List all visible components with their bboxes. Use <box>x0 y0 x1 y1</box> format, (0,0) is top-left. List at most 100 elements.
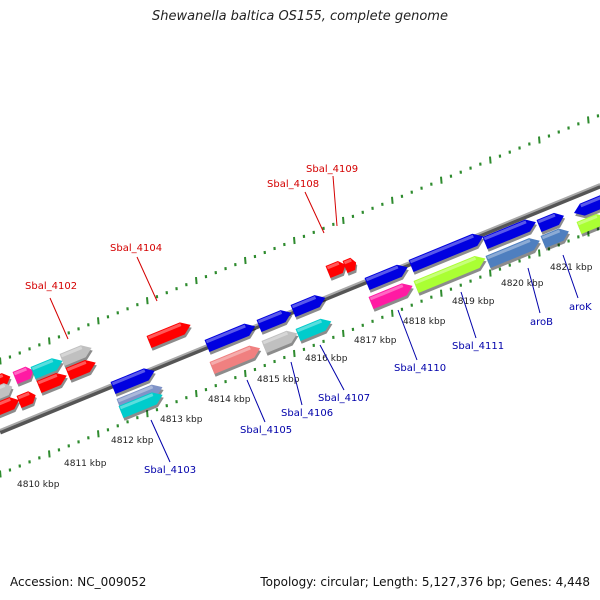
upper-tick <box>48 337 51 345</box>
gene-feature <box>540 228 571 251</box>
gene-label-sbal-4107: Sbal_4107 <box>318 393 370 404</box>
gene-feature <box>574 191 600 219</box>
leader-sbal-4106 <box>290 361 303 406</box>
gene-feature <box>0 383 14 404</box>
upper-tick <box>146 297 149 305</box>
upper-tick <box>0 357 2 365</box>
gene-feature <box>65 360 97 383</box>
gene-feature <box>118 392 164 421</box>
lower-tick <box>440 289 443 297</box>
upper-gene-labels: Sbal_4102 Sbal_4104 Sbal_4108 Sbal_4109 <box>25 164 358 292</box>
gene-features <box>0 191 600 421</box>
gene-label-arob: aroB <box>530 317 553 328</box>
lower-tick <box>195 390 198 398</box>
upper-tick <box>97 317 100 325</box>
gene-feature <box>290 295 327 320</box>
gene-feature <box>368 283 414 312</box>
upper-tick <box>293 236 296 245</box>
gene-label-sbal-4106: Sbal_4106 <box>281 408 333 419</box>
gene-feature <box>408 233 485 275</box>
kbp-label-4811: 4811 kbp <box>64 459 107 469</box>
gene-feature <box>0 397 21 419</box>
gene-feature <box>576 214 600 237</box>
lower-tick <box>489 269 492 277</box>
gene-feature <box>204 323 257 355</box>
gene-label-sbal-4105: Sbal_4105 <box>240 425 292 436</box>
lower-tick <box>244 369 247 378</box>
lower-gene-labels: Sbal_4103 Sbal_4105 Sbal_4106 Sbal_4107 … <box>144 302 592 476</box>
leader-sbal-4109 <box>332 175 338 227</box>
upper-tick <box>440 176 443 184</box>
kbp-label-4819: 4819 kbp <box>452 297 495 307</box>
leader-arok <box>562 254 579 299</box>
gene-label-sbal-4103: Sbal_4103 <box>144 465 196 476</box>
leader-sbal-4110 <box>397 309 418 361</box>
kbp-label-4817: 4817 kbp <box>354 336 397 346</box>
lower-tick <box>48 450 51 458</box>
topology-text: Topology: circular; Length: 5,127,376 bp… <box>260 575 590 589</box>
leader-sbal-4102 <box>49 297 69 340</box>
gene-feature <box>146 322 192 351</box>
kbp-label-4813: 4813 kbp <box>160 415 203 425</box>
accession-text: Accession: NC_009052 <box>10 575 147 589</box>
gene-feature <box>364 264 409 293</box>
leader-sbal-4108 <box>304 191 325 234</box>
gene-label-sbal-4109: Sbal_4109 <box>306 164 358 175</box>
lower-gene-label-lines <box>150 254 579 463</box>
upper-gene-label-lines <box>49 175 338 340</box>
kbp-labels: 4810 kbp 4811 kbp 4812 kbp 4813 kbp 4814… <box>17 263 593 490</box>
upper-tick-row <box>0 114 600 365</box>
upper-tick <box>538 136 541 144</box>
leader-sbal-4105 <box>246 379 266 423</box>
upper-tick <box>195 277 198 285</box>
lower-tick <box>97 430 100 438</box>
gene-feature <box>295 318 333 344</box>
kbp-label-4821: 4821 kbp <box>550 263 593 273</box>
lower-tick-row <box>0 227 600 478</box>
gene-feature <box>59 345 93 369</box>
leader-sbal-4111 <box>460 291 477 339</box>
lower-tick <box>293 349 296 358</box>
lower-tick <box>146 410 149 418</box>
lower-tick <box>538 249 541 257</box>
gene-feature <box>342 257 358 276</box>
kbp-label-4814: 4814 kbp <box>208 395 251 405</box>
lower-tick <box>342 329 345 337</box>
upper-tick <box>587 116 590 124</box>
gene-label-sbal-4110: Sbal_4110 <box>394 363 446 374</box>
leader-sbal-4103 <box>150 419 171 463</box>
gene-feature <box>30 358 64 382</box>
leader-arob <box>527 267 541 314</box>
kbp-label-4818: 4818 kbp <box>403 317 446 327</box>
gene-feature <box>110 368 156 397</box>
gene-feature <box>12 366 35 387</box>
lower-tick <box>391 309 394 317</box>
gene-feature <box>256 310 293 335</box>
upper-tick <box>244 256 247 265</box>
kbp-label-4815: 4815 kbp <box>257 375 300 385</box>
gene-feature <box>261 330 299 356</box>
gene-feature <box>209 345 262 377</box>
gene-feature <box>536 212 566 235</box>
lower-tick <box>0 470 2 478</box>
leader-sbal-4107 <box>319 344 345 391</box>
gene-feature <box>36 373 68 396</box>
gene-label-sbal-4104: Sbal_4104 <box>110 243 162 254</box>
gene-label-arok: aroK <box>569 302 592 313</box>
gene-feature <box>16 391 37 411</box>
gene-feature <box>325 260 347 281</box>
gene-feature <box>413 255 487 296</box>
gene-label-sbal-4102: Sbal_4102 <box>25 281 77 292</box>
gene-feature <box>485 238 541 271</box>
upper-tick <box>342 216 345 224</box>
gene-feature <box>482 219 538 252</box>
kbp-label-4820: 4820 kbp <box>501 279 544 289</box>
kbp-label-4816: 4816 kbp <box>305 354 348 364</box>
kbp-label-4812: 4812 kbp <box>111 436 154 446</box>
upper-tick <box>489 156 492 164</box>
upper-tick <box>391 196 394 204</box>
kbp-label-4810: 4810 kbp <box>17 480 60 490</box>
leader-sbal-4104 <box>136 256 158 302</box>
map-title: Shewanella baltica OS155, complete genom… <box>152 9 448 24</box>
